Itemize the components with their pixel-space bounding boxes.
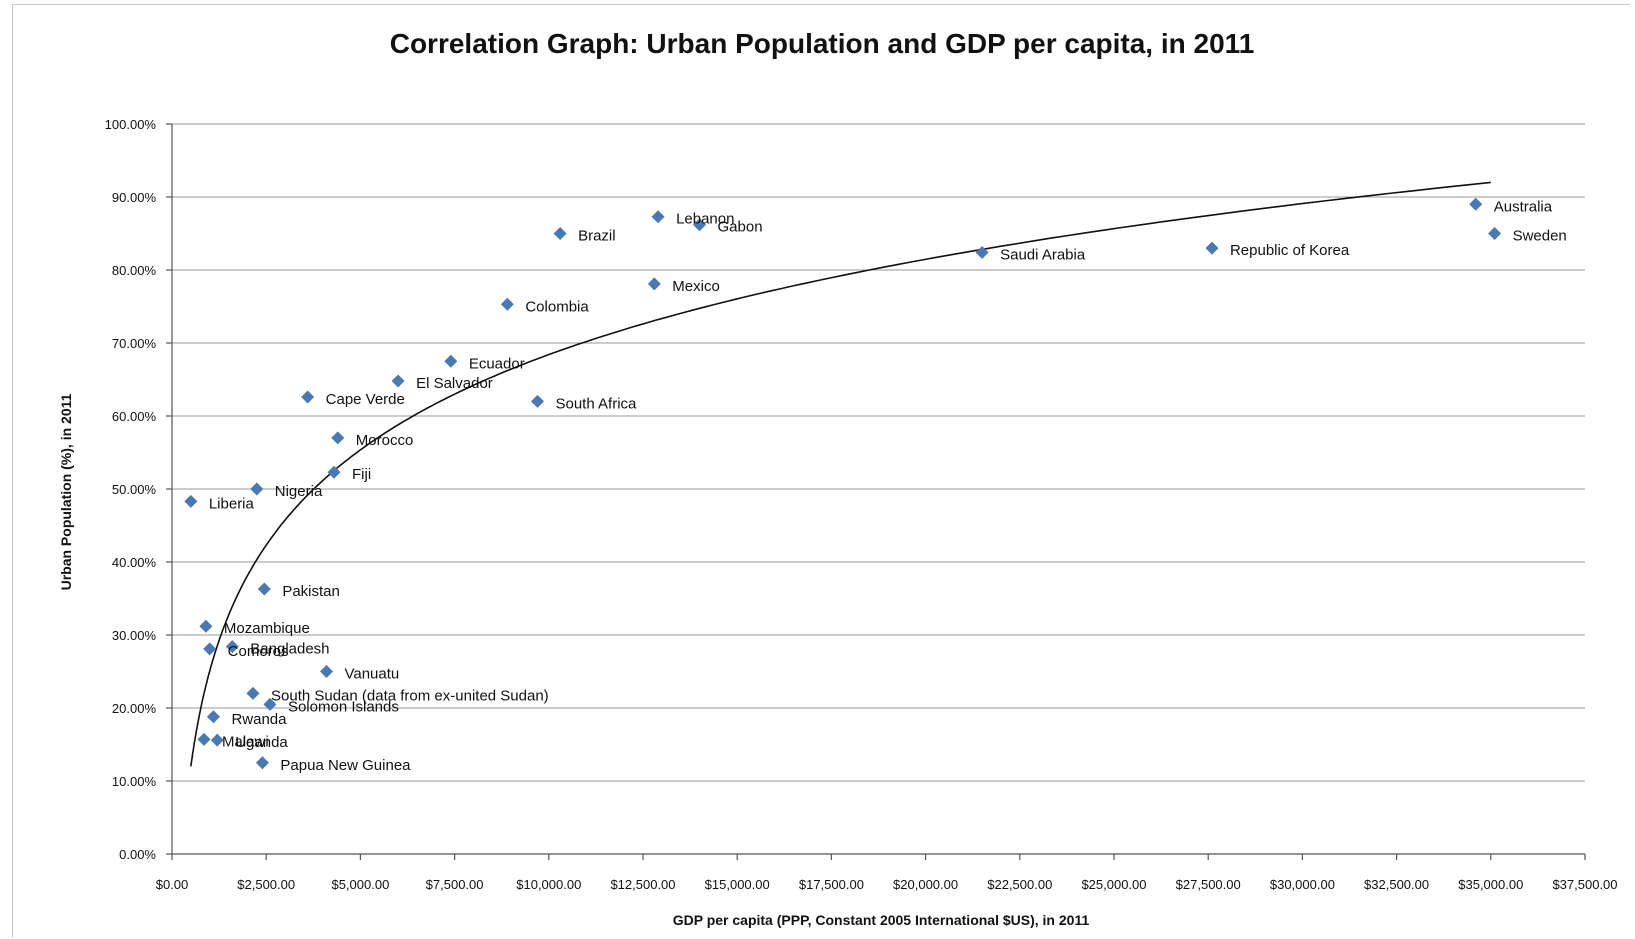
data-point-marker [203,642,217,656]
data-point-label: South Africa [555,395,637,412]
data-point-label: Pakistan [282,583,340,600]
x-tick-label: $37,500.00 [1552,877,1617,892]
data-point-label: El Salvador [416,375,493,392]
chart-frame [12,4,1630,938]
data-point-label: Saudi Arabia [1000,246,1086,263]
data-point-marker [225,640,239,654]
data-point-label: Australia [1494,198,1553,215]
data-point-label: Papua New Guinea [280,757,411,774]
data-point-marker [197,732,211,746]
data-point-marker [391,374,405,388]
data-point-marker [444,354,458,368]
x-tick-label: $35,000.00 [1458,877,1523,892]
data-point-label: Rwanda [231,711,287,728]
data-point-marker [246,686,260,700]
x-tick-label: $10,000.00 [516,877,581,892]
data-point-marker [257,582,271,596]
data-point-marker [1488,227,1502,240]
y-tick-label: 100.00% [105,117,157,132]
data-point-marker [647,277,661,291]
data-point-label: Fiji [352,466,371,483]
x-tick-label: $5,000.00 [331,877,389,892]
x-tick-label: $20,000.00 [893,877,958,892]
y-tick-label: 50.00% [112,482,157,497]
axes [166,123,1586,860]
x-tick-label: $7,500.00 [426,877,484,892]
data-point-label: Sweden [1513,228,1567,245]
data-point-marker [319,665,333,678]
y-tick-label: 80.00% [112,263,157,278]
y-axis-title: Urban Population (%), in 2011 [58,393,74,590]
data-point-marker [975,245,989,259]
x-tick-label: $30,000.00 [1270,877,1335,892]
data-point-label: Nigeria [275,483,323,500]
data-point-marker [553,227,567,240]
data-point-label: Lebanon [676,211,734,228]
data-point-label: Mozambique [224,620,310,637]
data-point-marker [199,619,213,633]
data-point-marker [250,482,264,496]
chart-title: Correlation Graph: Urban Population and … [390,28,1255,59]
data-point-marker [1469,197,1483,211]
x-axis-title: GDP per capita (PPP, Constant 2005 Inter… [673,912,1090,928]
x-tick-label: $17,500.00 [799,877,864,892]
y-tick-label: 40.00% [112,555,157,570]
data-point-marker [651,210,665,224]
data-point-label: Colombia [525,298,589,315]
data-point-label: Uganda [235,734,288,751]
data-point-marker [530,394,544,408]
trendline [190,181,1491,767]
x-tick-label: $32,500.00 [1364,877,1429,892]
data-point-label: Brazil [578,228,616,245]
data-point-marker [327,465,341,479]
data-point-label: Liberia [209,495,255,512]
data-point-label: Mexico [672,278,720,295]
data-point-label: Republic of Korea [1230,242,1350,259]
data-point-label: South Sudan (data from ex-united Sudan) [271,687,549,704]
gridlines [172,123,1585,782]
data-point-label: Vanuatu [344,666,399,683]
data-point-marker [1205,241,1219,255]
point-labels: Liberia Nigeria Cape Verde El Salvador Ecuad… [209,198,1567,773]
y-tick-label: 70.00% [112,336,157,351]
data-point-label: Malawi [222,733,269,750]
x-tick-label: $22,500.00 [987,877,1052,892]
data-point-label: Solomon Islands [288,698,399,715]
x-tick-label: $15,000.00 [705,877,770,892]
y-tick-label: 30.00% [112,628,157,643]
data-point-marker [263,697,277,711]
data-point-marker [210,733,224,747]
data-point-label: Bangladesh [250,641,329,658]
x-tick-label: $12,500.00 [610,877,675,892]
data-point-marker [500,297,514,311]
x-tick-label: $0.00 [156,877,189,892]
y-tick-label: 0.00% [119,847,156,862]
x-tick-label: $25,000.00 [1081,877,1146,892]
y-tick-label: 20.00% [112,701,157,716]
x-tick-label: $2,500.00 [237,877,295,892]
data-point-label: Cape Verde [326,391,405,408]
data-point-label: Comoros [228,643,289,660]
y-tick-label: 90.00% [112,190,157,205]
data-point-marker [331,431,345,445]
data-points [184,197,1502,770]
data-point-label: Ecuador [469,355,525,372]
x-tick-label: $27,500.00 [1176,877,1241,892]
data-point-marker [693,218,707,232]
tick-labels: 0.00% 10.00% 20.00% 30.00% 40.00% 50.00% 60.00… [105,117,1618,892]
data-point-label: Morocco [356,432,414,449]
data-point-marker [184,494,198,508]
data-point-marker [206,710,220,724]
data-point-marker [255,756,269,770]
y-tick-label: 10.00% [112,774,157,789]
data-point-label: Gabon [718,219,763,236]
data-point-marker [301,390,315,404]
y-tick-label: 60.00% [112,409,157,424]
